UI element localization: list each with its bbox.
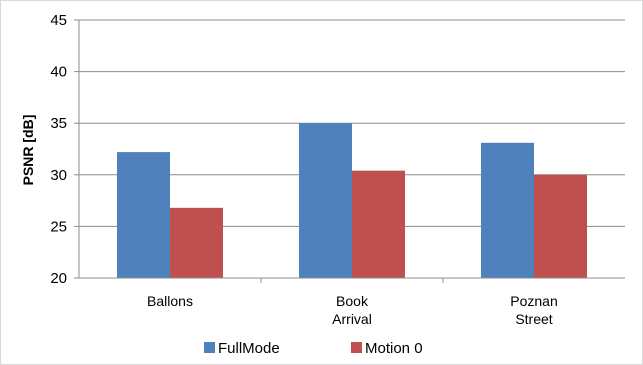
y-tick-label: 25 (50, 218, 67, 235)
legend-swatch (204, 342, 215, 353)
x-category-label-line: Ballons (147, 293, 193, 309)
legend-swatch (351, 342, 362, 353)
axes: 20 25 30 35 40 45 Ballons Book Arrival Poznan Stre… (50, 12, 625, 327)
legend-label: FullMode (218, 340, 280, 357)
x-category-label-line: Arrival (332, 311, 372, 327)
bar-fullmode-0 (117, 152, 170, 278)
bar-motion-0-1 (352, 170, 405, 278)
x-category-label: Poznan Street (510, 293, 557, 327)
bar-motion-0-0 (170, 207, 223, 278)
x-category-label: Ballons (147, 293, 193, 309)
y-axis-title: PSNR [dB] (20, 115, 36, 186)
bars (117, 123, 587, 278)
x-category-label: Book Arrival (332, 293, 372, 327)
legend: FullMode Motion 0 (204, 340, 423, 357)
legend-label: Motion 0 (365, 340, 423, 357)
x-category-label-line: Street (515, 311, 552, 327)
y-tick-label: 20 (50, 270, 67, 287)
x-category-label-line: Book (336, 293, 369, 309)
bar-motion-0-2 (534, 174, 587, 278)
y-tick-label: 30 (50, 167, 67, 184)
x-category-label-line: Poznan (510, 293, 557, 309)
y-tick-label: 45 (50, 12, 67, 29)
bar-fullmode-2 (481, 142, 534, 278)
y-tick-label: 35 (50, 115, 67, 132)
y-tick-label: 40 (50, 64, 67, 81)
bar-fullmode-1 (299, 123, 352, 278)
